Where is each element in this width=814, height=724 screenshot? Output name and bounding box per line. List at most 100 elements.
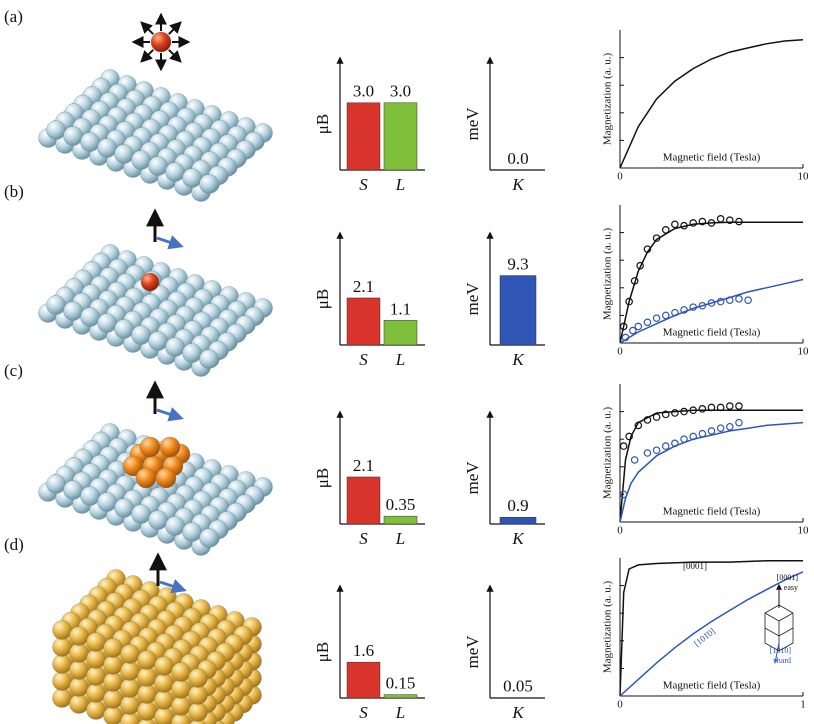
bar <box>500 517 536 524</box>
atom <box>189 669 208 688</box>
data-point <box>727 424 733 430</box>
atom <box>115 499 134 518</box>
atom <box>98 314 117 333</box>
atom <box>183 523 202 542</box>
value-label: 9.3 <box>507 254 528 273</box>
category-label: L <box>395 529 405 548</box>
x-tick-label: 0 <box>617 525 623 537</box>
atom <box>70 678 89 697</box>
bar <box>384 320 417 345</box>
atom <box>200 350 219 369</box>
atom <box>104 639 123 658</box>
data-point <box>620 443 626 449</box>
atom <box>155 674 174 693</box>
data-point <box>663 443 669 449</box>
panel-label: (b) <box>4 182 24 201</box>
atom <box>104 707 123 724</box>
value-label: 3.0 <box>353 82 374 101</box>
atom <box>70 627 89 646</box>
value-label: 0.15 <box>386 674 416 693</box>
value-label: 1.6 <box>353 641 374 660</box>
data-point <box>631 457 637 463</box>
atom <box>47 475 66 494</box>
atom <box>149 511 168 530</box>
atom <box>64 127 83 146</box>
atom <box>81 487 100 506</box>
y-axis-label: Magnetization (a. u.) <box>602 407 614 500</box>
atom <box>64 481 83 500</box>
x-tick-label: 0 <box>617 346 623 358</box>
atom <box>53 672 72 691</box>
x-axis-label: Magnetic field (Tesla) <box>663 506 761 518</box>
annotation: [0001] <box>683 561 707 571</box>
category-label: S <box>359 703 368 722</box>
panel-label: (d) <box>4 535 24 554</box>
x-tick-label: 10 <box>798 346 810 358</box>
value-label: 1.1 <box>390 299 411 318</box>
data-point <box>644 450 650 456</box>
atom <box>172 697 191 716</box>
atom <box>121 662 140 681</box>
atom <box>138 651 157 670</box>
atom <box>81 308 100 327</box>
y-axis-label: meV <box>463 635 482 669</box>
moment-arrow <box>142 50 153 61</box>
data-point <box>717 425 723 431</box>
y-axis-label: Magnetization (a. u.) <box>602 53 614 146</box>
data-point <box>663 312 669 318</box>
x-tick-label: 0 <box>617 699 623 711</box>
data-point <box>736 403 742 409</box>
x-tick-label: 1 <box>800 699 806 711</box>
atom <box>138 685 157 704</box>
atom <box>149 332 168 351</box>
bar <box>347 103 380 170</box>
y-axis-label: μB <box>313 114 332 134</box>
y-axis-label: μB <box>313 289 332 309</box>
atom <box>115 320 134 339</box>
category-label: L <box>395 175 405 194</box>
data-point <box>717 216 723 222</box>
value-label: 0.35 <box>386 495 416 514</box>
atom <box>156 468 176 488</box>
y-axis-label: Magnetization (a. u.) <box>602 228 614 321</box>
data-point <box>672 410 678 416</box>
atom <box>172 663 191 682</box>
bar <box>347 477 380 524</box>
data-point <box>644 319 650 325</box>
atom <box>160 437 180 457</box>
annotation: [0001] <box>777 573 799 582</box>
atom <box>64 302 83 321</box>
atom <box>98 139 117 158</box>
atom <box>155 657 174 676</box>
atom <box>166 163 185 182</box>
atom <box>132 151 151 170</box>
data-point <box>663 227 669 233</box>
x-axis-label: Magnetic field (Tesla) <box>663 152 761 164</box>
atom <box>140 437 160 457</box>
atom <box>87 633 106 652</box>
figure: (a)(b)(c)(d)μB3.0S3.0LmeV0.0K010Magnetic… <box>0 0 814 724</box>
illustrations <box>39 15 273 724</box>
moment-arrow <box>169 23 180 34</box>
atom <box>47 296 66 315</box>
atom <box>166 517 185 536</box>
data-point <box>727 403 733 409</box>
moment-arrow <box>169 50 180 61</box>
value-label: 0.0 <box>507 149 528 168</box>
atom <box>172 680 191 699</box>
data-point <box>653 414 659 420</box>
atom <box>115 145 134 164</box>
category-label: S <box>359 529 368 548</box>
data-point <box>653 315 659 321</box>
atom <box>47 121 66 140</box>
atom <box>70 644 89 663</box>
value-label: 2.1 <box>353 456 374 475</box>
y-axis-label: meV <box>463 107 482 141</box>
data-point <box>699 430 705 436</box>
panel-label: (a) <box>4 7 23 26</box>
atom <box>104 690 123 709</box>
data-point <box>681 436 687 442</box>
atom <box>70 695 89 714</box>
atom <box>138 702 157 721</box>
data-point <box>745 297 751 303</box>
